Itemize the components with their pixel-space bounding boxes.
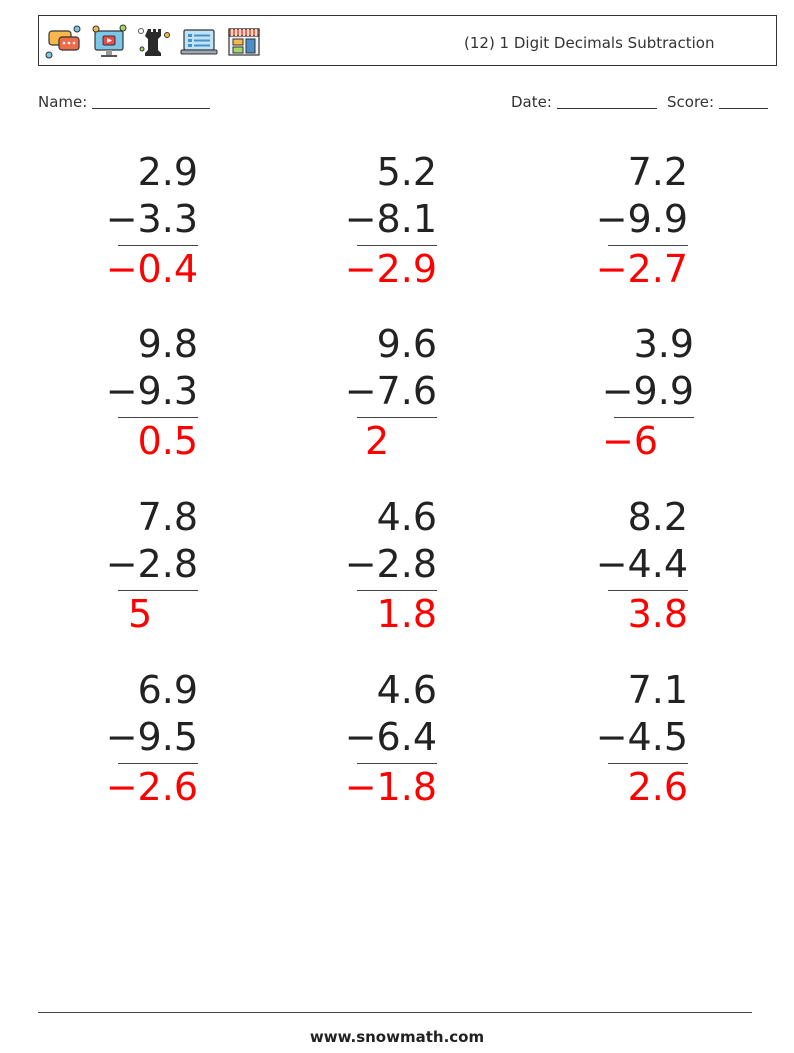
subtrahend: −3.3 [105, 197, 198, 241]
answer-rule [608, 590, 688, 591]
problem-10: 6.9 −9.5 −2.6 [58, 666, 198, 826]
minuend: 2.9 [137, 150, 198, 194]
answer-rule [357, 245, 437, 246]
subtrahend: −4.4 [595, 542, 688, 586]
answer-rule [357, 590, 437, 591]
date-label: Date: [511, 93, 552, 111]
chess-rook-icon [138, 28, 170, 56]
score-line[interactable] [718, 94, 768, 109]
subtrahend: −9.9 [595, 197, 688, 241]
subtrahend: −4.5 [595, 715, 688, 759]
footer-site-link[interactable]: www.snowmath.com [309, 1028, 485, 1046]
problem-8: 4.6 −2.8 1.8 [297, 493, 437, 653]
minuend: 9.8 [137, 322, 198, 366]
name-line[interactable] [92, 94, 211, 109]
problem-12: 7.1 −4.5 2.6 [548, 666, 688, 826]
subtrahend: −9.9 [601, 369, 694, 413]
answer-rule [118, 590, 198, 591]
minuend: 5.2 [376, 150, 437, 194]
date-line[interactable] [556, 94, 657, 109]
answer: −1.8 [344, 765, 437, 809]
score-label: Score: [667, 93, 715, 111]
answer: −6 [602, 419, 659, 463]
answer: 2.6 [627, 765, 688, 809]
answer: 0.5 [137, 419, 198, 463]
problem-7: 7.8 −2.8 5 [58, 493, 198, 653]
answer: 1.8 [376, 592, 437, 636]
subtrahend: −2.8 [344, 542, 437, 586]
minuend: 4.6 [376, 668, 437, 712]
problem-3: 7.2 −9.9 −2.7 [548, 148, 688, 308]
problem-2: 5.2 −8.1 −2.9 [297, 148, 437, 308]
name-label: Name: [38, 93, 88, 111]
subtrahend: −7.6 [344, 369, 437, 413]
answer-rule [357, 417, 437, 418]
minuend: 7.1 [627, 668, 688, 712]
laptop-checklist-icon [180, 29, 218, 55]
problem-6: 3.9 −9.9 −6 [554, 320, 694, 480]
date-field[interactable]: Date: [511, 93, 657, 111]
minuend: 4.6 [376, 495, 437, 539]
worksheet-header: (12) 1 Digit Decimals Subtraction [38, 15, 777, 66]
answer: −2.7 [595, 247, 688, 291]
chat-bubbles-icon [45, 25, 81, 59]
name-field[interactable]: Name: [38, 93, 211, 111]
answer-rule [614, 417, 694, 418]
subtrahend: −9.3 [105, 369, 198, 413]
problem-11: 4.6 −6.4 −1.8 [297, 666, 437, 826]
problem-9: 8.2 −4.4 3.8 [548, 493, 688, 653]
subtrahend: −6.4 [344, 715, 437, 759]
answer-rule [357, 763, 437, 764]
answer: 3.8 [627, 592, 688, 636]
minuend: 7.2 [627, 150, 688, 194]
subtrahend: −9.5 [105, 715, 198, 759]
minuend: 3.9 [633, 322, 694, 366]
answer: 5 [128, 592, 153, 636]
worksheet-title: (12) 1 Digit Decimals Subtraction [464, 34, 715, 52]
answer-rule [608, 763, 688, 764]
answer-rule [608, 245, 688, 246]
answer: −2.9 [344, 247, 437, 291]
answer-rule [118, 245, 198, 246]
answer-rule [118, 417, 198, 418]
answer: −2.6 [105, 765, 198, 809]
problem-1: 2.9 −3.3 −0.4 [58, 148, 198, 308]
footer-divider [38, 1012, 752, 1013]
minuend: 7.8 [137, 495, 198, 539]
minuend: 9.6 [376, 322, 437, 366]
minuend: 6.9 [137, 668, 198, 712]
answer: −0.4 [105, 247, 198, 291]
problem-5: 9.6 −7.6 2 [297, 320, 437, 480]
storefront-icon [228, 28, 260, 56]
minuend: 8.2 [627, 495, 688, 539]
score-field[interactable]: Score: [667, 93, 768, 111]
problem-4: 9.8 −9.3 0.5 [58, 320, 198, 480]
subtrahend: −2.8 [105, 542, 198, 586]
video-monitor-icon [92, 24, 127, 57]
answer: 2 [365, 419, 390, 463]
subtrahend: −8.1 [344, 197, 437, 241]
answer-rule [118, 763, 198, 764]
